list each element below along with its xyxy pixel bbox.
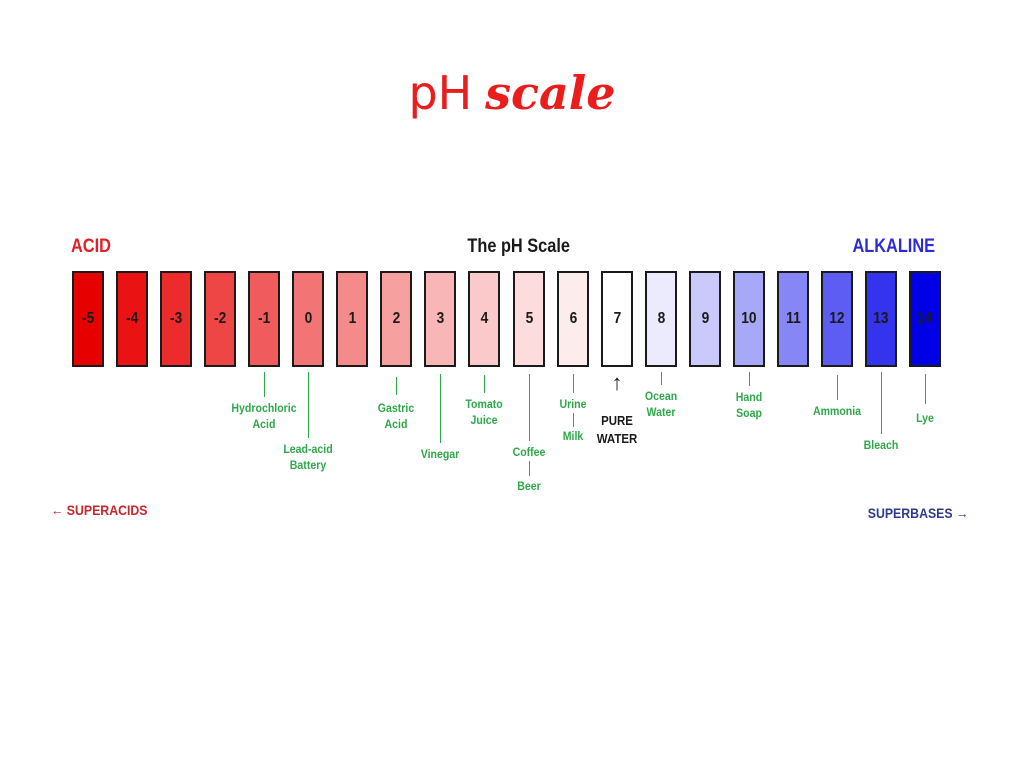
- ph-box-14: 14: [909, 271, 941, 367]
- substance-label: Beer: [517, 479, 541, 493]
- title-ph: pH: [408, 66, 473, 120]
- ph-box-10: 10: [733, 271, 765, 367]
- superbases-label: SUPERBASES →: [867, 505, 968, 521]
- substance-leader-line: [440, 374, 441, 443]
- substance-label: Lye: [916, 411, 934, 425]
- ph-value: 4: [480, 310, 488, 327]
- substance-leader-line: [661, 372, 662, 385]
- substance-leader-line: [925, 374, 926, 404]
- slide-title: pH scale: [0, 58, 1024, 128]
- ph-box-8: 8: [645, 271, 677, 367]
- substance-label: Ammonia: [812, 404, 862, 418]
- ph-value: 8: [657, 310, 665, 327]
- ph-box-12: 12: [821, 271, 853, 367]
- ph-box-13: 13: [865, 271, 897, 367]
- substance-label: Bleach: [863, 438, 899, 452]
- substance-label: Vinegar: [420, 447, 460, 461]
- substance-label: Milk: [562, 429, 584, 443]
- substance-label: Hydrochloric Acid: [231, 401, 297, 431]
- ph-value: -5: [81, 310, 95, 327]
- ph-value: 7: [613, 310, 621, 327]
- substance-label: Ocean Water: [644, 389, 678, 419]
- ph-value: -4: [125, 310, 139, 327]
- substance-leader-line: [573, 374, 574, 393]
- ph-value: 0: [304, 310, 312, 327]
- substance-label: Gastric Acid: [377, 401, 415, 431]
- substance-label: Tomato Juice: [465, 397, 503, 427]
- ph-value: 13: [873, 310, 889, 327]
- ph-box-11: 11: [777, 271, 809, 367]
- substance-leader-line: [881, 372, 882, 434]
- ph-value: 6: [569, 310, 577, 327]
- ph-box-4: 4: [468, 271, 500, 367]
- substance-label-pure-water: PURE WATER: [596, 413, 638, 446]
- ph-value: 12: [829, 310, 845, 327]
- substance-label: Urine: [559, 397, 587, 411]
- substance-label: Lead-acid Battery: [283, 442, 333, 472]
- substance-leader-line: [749, 372, 750, 386]
- ph-value: 5: [525, 310, 533, 327]
- ph-box-5: 5: [513, 271, 545, 367]
- ph-box-3: 3: [424, 271, 456, 367]
- title-scale: scale: [485, 66, 616, 120]
- substance-leader-line: [837, 375, 838, 400]
- ph-value: -3: [169, 310, 183, 327]
- ph-value: -1: [257, 310, 271, 327]
- substance-leader-line: [264, 372, 265, 397]
- substance-label: Hand Soap: [735, 390, 763, 420]
- ph-box--4: -4: [116, 271, 148, 367]
- superacids-label: ← SUPERACIDS: [51, 502, 148, 518]
- ph-value: 11: [785, 310, 801, 327]
- ph-box--3: -3: [160, 271, 192, 367]
- substance-label: Coffee: [512, 445, 546, 459]
- ph-box--5: -5: [72, 271, 104, 367]
- substance-leader-line: [573, 413, 574, 427]
- ph-value: 1: [348, 310, 356, 327]
- ph-value: -2: [213, 310, 227, 327]
- ph-box--2: -2: [204, 271, 236, 367]
- ph-box-1: 1: [336, 271, 368, 367]
- ph-value: 10: [741, 310, 757, 327]
- diagram-title-text: The pH Scale: [467, 236, 571, 257]
- diagram-title: The pH Scale: [0, 236, 1024, 258]
- substance-leader-line: [529, 461, 530, 476]
- arrow-up-icon: ↑: [611, 370, 623, 395]
- ph-value: 9: [701, 310, 709, 327]
- ph-box-6: 6: [557, 271, 589, 367]
- substance-leader-line: [484, 375, 485, 393]
- ph-box-9: 9: [689, 271, 721, 367]
- ph-box-2: 2: [380, 271, 412, 367]
- substance-leader-line: [529, 374, 530, 441]
- ph-value: 14: [917, 310, 933, 327]
- ph-value: 3: [436, 310, 444, 327]
- substance-leader-line: [308, 372, 309, 438]
- alkaline-header: ALKALINE: [852, 236, 935, 257]
- ph-box-7: 7: [601, 271, 633, 367]
- ph-box--1: -1: [248, 271, 280, 367]
- ph-box-0: 0: [292, 271, 324, 367]
- ph-value: 2: [392, 310, 400, 327]
- substance-leader-line: [396, 377, 397, 395]
- acid-header: ACID: [71, 236, 111, 257]
